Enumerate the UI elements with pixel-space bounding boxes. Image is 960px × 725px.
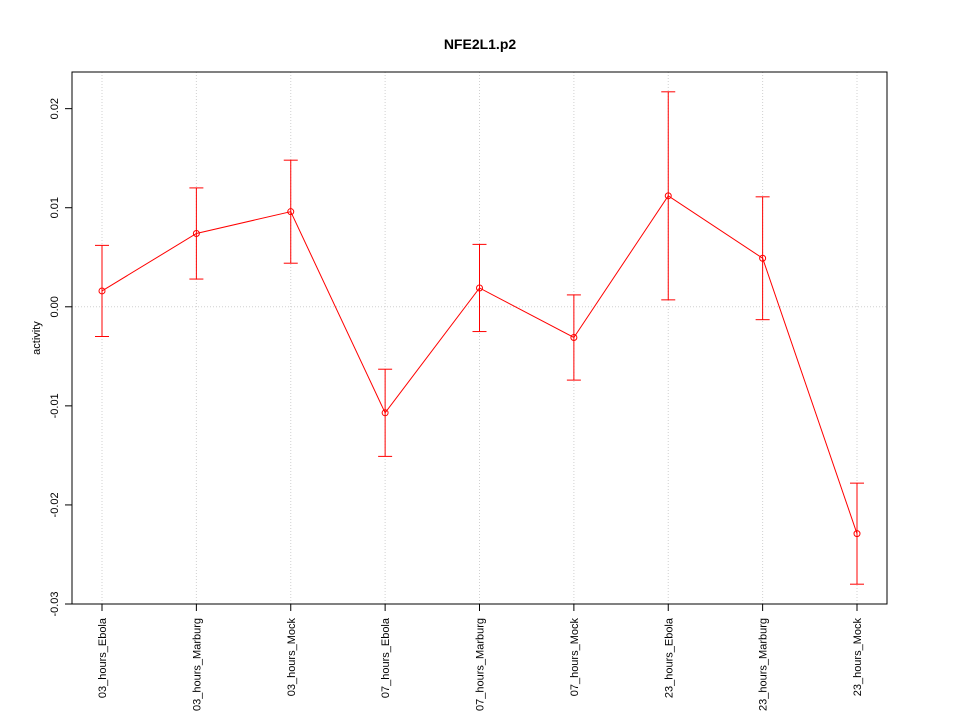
- y-tick-label: 0.00: [49, 296, 61, 317]
- point: [759, 254, 767, 262]
- point: [853, 530, 861, 538]
- x-tick-label: 07_hours_Mock: [569, 618, 581, 697]
- point: [476, 284, 483, 292]
- plot-frame: [71, 71, 888, 605]
- point: [98, 287, 106, 295]
- point: [664, 192, 672, 200]
- chart-title: NFE2L1.p2: [444, 36, 517, 52]
- point: [570, 334, 578, 342]
- x-tick-label: 03_hours_Ebola: [97, 617, 109, 698]
- x-tick-label: 23_hours_Ebola: [663, 617, 675, 698]
- point: [192, 229, 200, 237]
- x-tick-label: 03_hours_Mock: [286, 618, 298, 697]
- y-axis-label: activity: [31, 321, 43, 355]
- y-tick-label: -0.02: [49, 492, 61, 517]
- x-tick-label: 07_hours_Marburg: [475, 618, 487, 711]
- x-tick-label: 23_hours_Marburg: [758, 618, 770, 711]
- y-tick-label: 0.01: [49, 197, 61, 218]
- x-tick-label: 03_hours_Marburg: [191, 618, 203, 711]
- point: [287, 208, 295, 216]
- x-tick-label: 23_hours_Mock: [852, 618, 864, 697]
- point: [381, 409, 389, 417]
- x-tick-label: 07_hours_Ebola: [380, 617, 392, 698]
- y-tick-label: -0.01: [49, 393, 61, 418]
- y-tick-label: 0.02: [49, 98, 61, 119]
- y-tick-label: -0.03: [49, 591, 61, 616]
